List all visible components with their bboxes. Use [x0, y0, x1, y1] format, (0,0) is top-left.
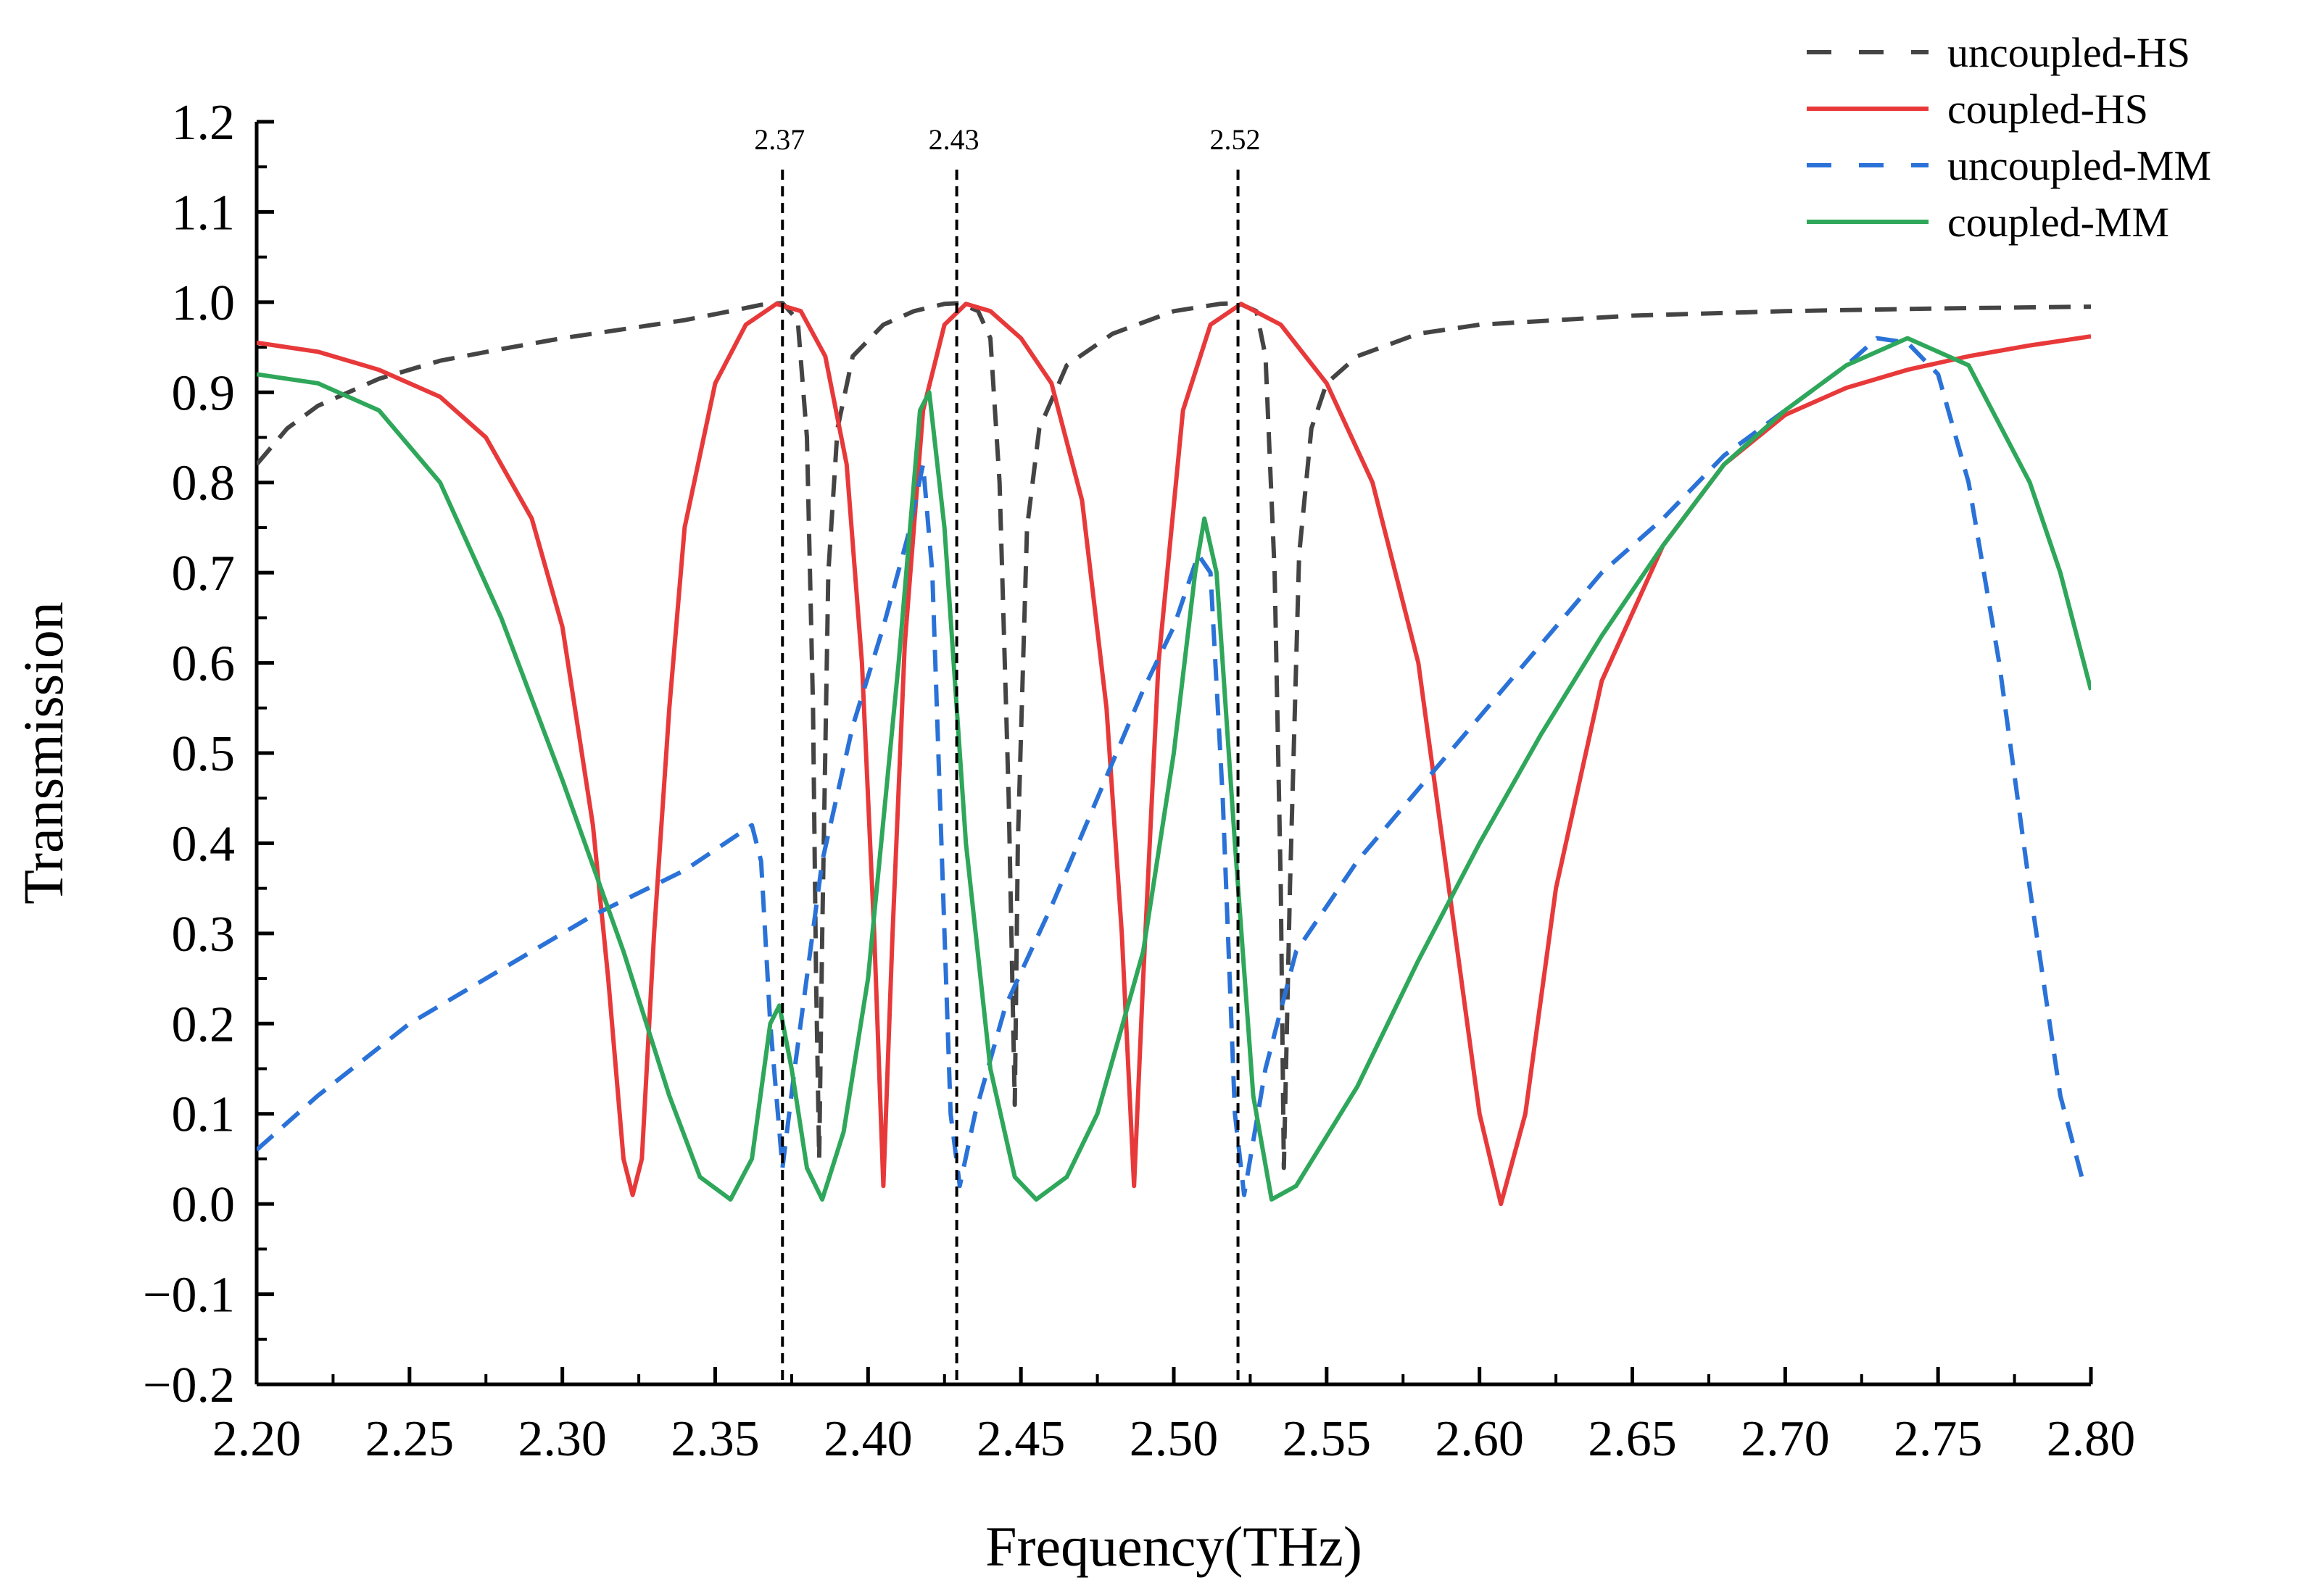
y-tick-label: 1.0 [172, 275, 236, 331]
legend-label-coupled-HS: coupled-HS [1947, 86, 2148, 133]
y-tick-label: 0.2 [172, 997, 236, 1052]
series-line-uncoupled-MM [257, 336, 2084, 1197]
x-tick-label: 2.70 [1741, 1411, 1830, 1467]
x-tick-label: 2.80 [2047, 1411, 2136, 1467]
x-tick-label: 2.65 [1588, 1411, 1677, 1467]
y-tick-label: 0.0 [172, 1177, 236, 1233]
legend-label-uncoupled-HS: uncoupled-HS [1947, 29, 2190, 76]
y-tick-label: 0.8 [172, 456, 236, 512]
y-tick-label: −0.1 [143, 1268, 235, 1323]
marker-label: 2.37 [754, 123, 805, 156]
x-tick-label: 2.40 [824, 1411, 913, 1467]
y-tick-label: 0.4 [172, 816, 236, 872]
y-tick-label: 1.1 [172, 185, 236, 241]
y-tick-label: 0.9 [172, 365, 236, 421]
series-line-uncoupled-HS [257, 301, 2091, 1171]
x-tick-label: 2.55 [1283, 1411, 1372, 1467]
x-tick-label: 2.35 [671, 1411, 760, 1467]
legend-label-coupled-MM: coupled-MM [1947, 199, 2169, 246]
x-axis-title: Frequency(THz) [985, 1515, 1362, 1578]
x-tick-label: 2.25 [365, 1411, 455, 1467]
series-line-coupled-HS [257, 302, 2091, 1207]
series-line-coupled-MM [257, 336, 2091, 1202]
x-tick-label: 2.50 [1130, 1411, 1219, 1467]
y-tick-label: −0.2 [143, 1358, 235, 1413]
x-tick-label: 2.45 [977, 1411, 1066, 1467]
y-axis-title: Transmission [12, 602, 75, 905]
legend-label-uncoupled-MM: uncoupled-MM [1947, 142, 2211, 189]
y-tick-label: 1.2 [172, 95, 236, 151]
markers-layer: 2.37 2.43 2.52 [754, 123, 1261, 1384]
x-tick-label: 2.30 [518, 1411, 607, 1467]
legend: uncoupled-HS coupled-HS uncoupled-MM couple… [1807, 29, 2211, 246]
marker-label: 2.43 [929, 123, 979, 156]
y-tick-label: 0.7 [172, 546, 236, 602]
series-layer [257, 301, 2091, 1207]
x-tick-label: 2.20 [212, 1411, 302, 1467]
x-tick-label: 2.75 [1894, 1411, 1983, 1467]
y-tick-label: 0.3 [172, 907, 236, 963]
axes: −0.2 −0.1 0.0 0.1 0.2 0.3 0.4 0.5 0.6 0.7 0.8 0.9 1.… [143, 95, 2135, 1467]
x-tick-label: 2.60 [1435, 1411, 1524, 1467]
y-tick-label: 0.1 [172, 1087, 236, 1143]
marker-label: 2.52 [1210, 123, 1261, 156]
y-tick-label: 0.5 [172, 726, 236, 782]
y-tick-label: 0.6 [172, 636, 236, 692]
